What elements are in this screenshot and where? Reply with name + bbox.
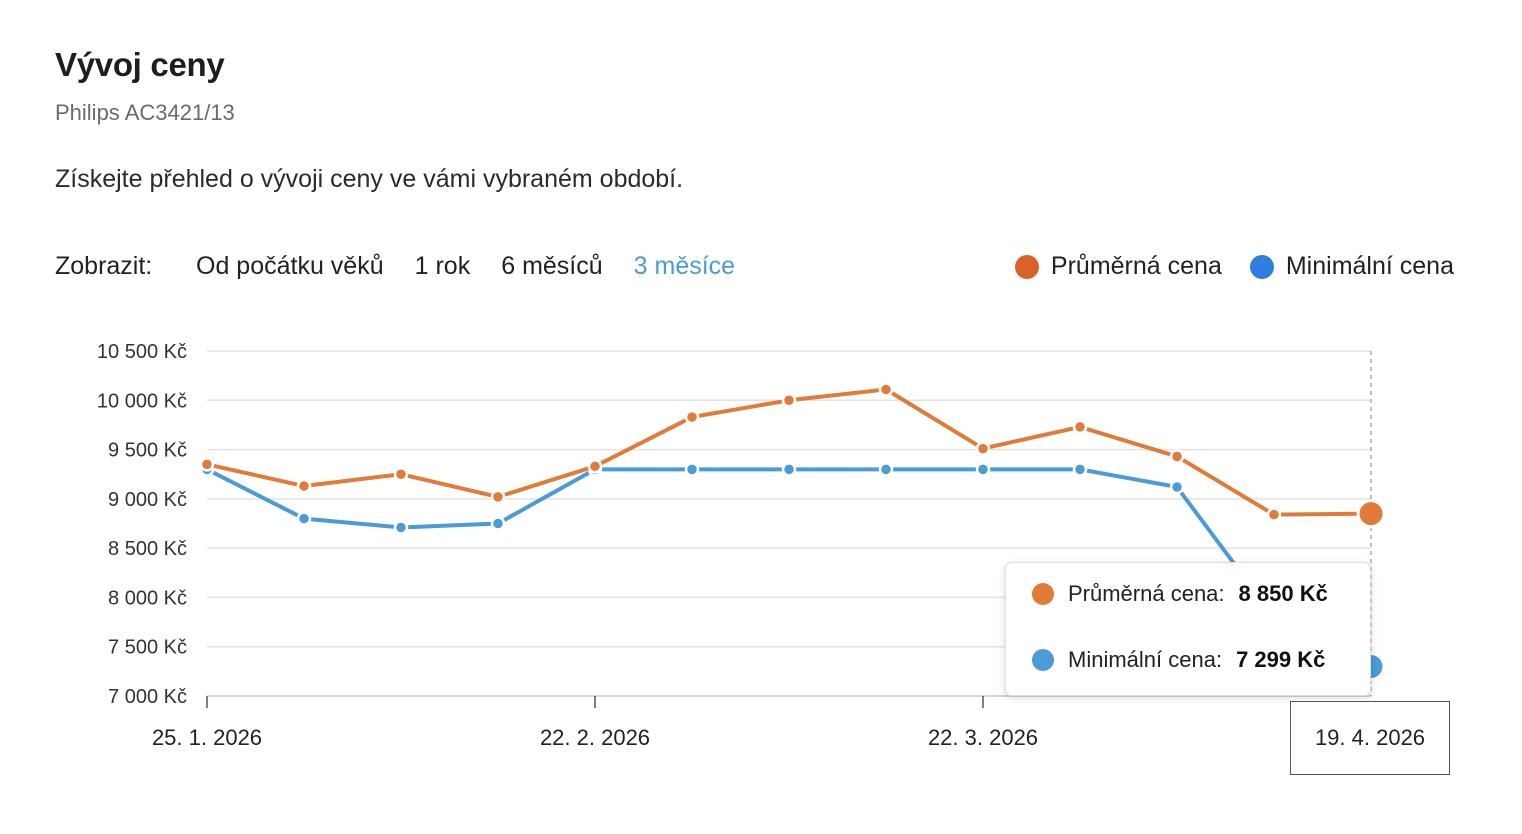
range-selector: Od počátku věků 1 rok 6 měsíců 3 měsíce [196, 252, 766, 281]
data-point-avg [587, 459, 603, 474]
tooltip-row-min: Minimální cena: 7 299 Kč [1032, 647, 1325, 673]
product-name: Philips AC3421/13 [55, 100, 235, 125]
data-point-avg [1169, 449, 1185, 464]
data-point-avg [781, 393, 797, 408]
data-point-avg [975, 441, 991, 456]
y-tick-label: 10 000 Kč [97, 390, 187, 412]
range-3-months[interactable]: 3 měsíce [633, 252, 736, 280]
data-point-avg [1266, 507, 1282, 522]
data-point-min [490, 516, 506, 531]
description-text: Získejte přehled o vývoji ceny ve vámi v… [55, 165, 684, 193]
tooltip-row-avg: Průměrná cena: 8 850 Kč [1032, 581, 1328, 607]
data-point-avg [199, 457, 215, 472]
range-label: Zobrazit: [55, 252, 153, 280]
data-point-min [781, 462, 797, 477]
data-point-min [1169, 479, 1185, 495]
page-title: Vývoj ceny [55, 46, 225, 83]
tooltip-avg-value: 8 850 Kč [1238, 581, 1328, 606]
x-tick-label: 22. 3. 2026 [928, 725, 1038, 750]
data-point-min [393, 520, 409, 535]
hover-date-label: 19. 4. 2026 [1290, 701, 1450, 775]
data-point-min [296, 511, 312, 526]
data-point-avg [393, 466, 409, 482]
tooltip-min-value: 7 299 Kč [1236, 647, 1326, 672]
range-1-year[interactable]: 1 rok [414, 252, 471, 280]
y-tick-label: 9 500 Kč [108, 440, 187, 462]
y-tick-label: 7 000 Kč [108, 686, 187, 708]
x-tick-label: 25. 1. 2026 [152, 725, 262, 750]
data-point-min [1072, 462, 1088, 477]
tooltip-min-label: Minimální cena: [1068, 647, 1223, 672]
range-all-time[interactable]: Od počátku věků [196, 252, 384, 280]
y-tick-label: 9 000 Kč [108, 489, 187, 511]
legend-item-avg[interactable]: Průměrná cena [1014, 252, 1222, 281]
legend-label-avg: Průměrná cena [1050, 252, 1222, 280]
tooltip-avg-label: Průměrná cena: [1068, 581, 1225, 606]
y-tick-label: 7 500 Kč [108, 637, 187, 659]
legend-label-min: Minimální cena [1285, 252, 1454, 280]
data-point-avg [878, 382, 894, 397]
data-point-min [975, 462, 991, 477]
y-tick-label: 8 500 Kč [108, 538, 187, 560]
x-tick-label: 22. 2. 2026 [540, 725, 650, 750]
legend-item-min[interactable]: Minimální cena [1249, 252, 1454, 281]
data-point-avg [296, 478, 312, 494]
legend-dot-avg-icon [1014, 254, 1039, 279]
legend-dot-min-icon [1249, 254, 1274, 279]
y-tick-label: 8 000 Kč [108, 587, 187, 609]
data-point-min [684, 462, 700, 477]
chart-legend: Průměrná cena Minimální cena [987, 252, 1454, 281]
y-tick-label: 10 500 Kč [97, 341, 187, 363]
data-point-min [878, 462, 894, 477]
chart-tooltip: Průměrná cena: 8 850 Kč Minimální cena: … [1005, 562, 1371, 696]
tooltip-dot-avg-icon [1032, 583, 1054, 605]
data-point-avg [1072, 419, 1088, 435]
range-6-months[interactable]: 6 měsíců [501, 252, 603, 280]
data-point-avg [684, 409, 700, 425]
chart-controls: Zobrazit: Od počátku věků 1 rok 6 měsíců… [55, 252, 1462, 288]
data-point-avg [1356, 499, 1386, 529]
data-point-avg [490, 489, 506, 505]
tooltip-dot-min-icon [1032, 649, 1054, 671]
series-line-avg [205, 387, 1373, 517]
